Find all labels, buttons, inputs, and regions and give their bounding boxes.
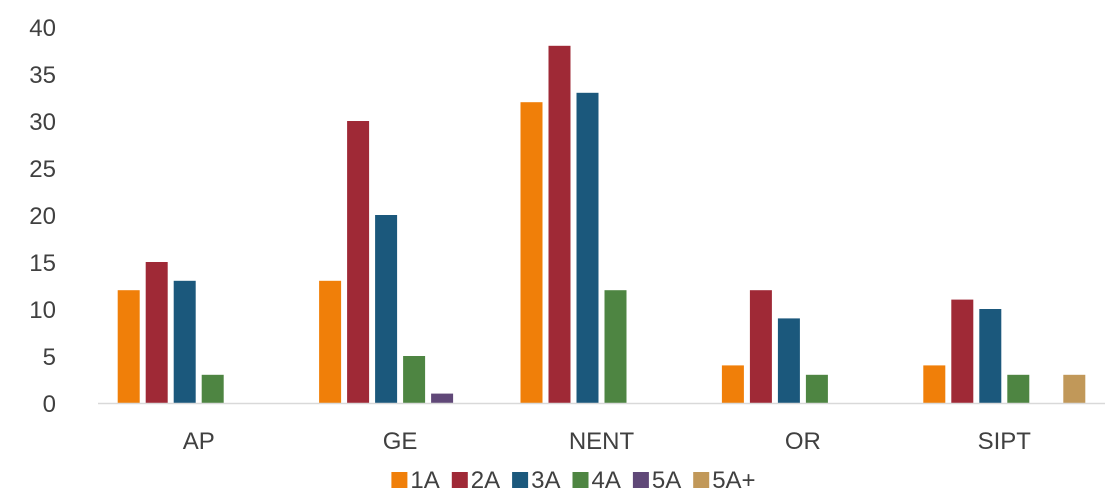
legend-label: 5A+ bbox=[712, 467, 755, 494]
x-axis-ticks: AP GE NENT OR SIPT bbox=[183, 428, 1032, 455]
legend-label: 3A bbox=[531, 467, 560, 494]
legend-swatch bbox=[512, 472, 529, 488]
bar-or-3a bbox=[777, 318, 800, 403]
y-tick-label: 40 bbox=[29, 15, 56, 42]
y-tick-label: 15 bbox=[29, 250, 56, 277]
bar-sipt-3a bbox=[979, 309, 1002, 403]
x-tick-label: OR bbox=[785, 428, 821, 455]
legend-item-4a: 4A bbox=[572, 467, 621, 494]
bar-nent-3a bbox=[576, 92, 599, 404]
bar-sipt-4a bbox=[1007, 374, 1030, 403]
bars bbox=[117, 45, 1086, 404]
bar-ge-1a bbox=[319, 280, 342, 403]
bar-or-2a bbox=[749, 290, 772, 403]
y-tick-label: 35 bbox=[29, 62, 56, 89]
bar-ge-4a bbox=[403, 356, 426, 403]
legend-swatch bbox=[451, 472, 468, 488]
legend-label: 1A bbox=[410, 467, 439, 494]
bar-nent-1a bbox=[520, 102, 543, 403]
x-tick-label: SIPT bbox=[978, 428, 1032, 455]
legend-swatch bbox=[693, 472, 710, 488]
bar-ap-1a bbox=[117, 290, 140, 403]
y-tick-label: 20 bbox=[29, 203, 56, 230]
bar-ap-4a bbox=[201, 374, 224, 403]
y-tick-label: 30 bbox=[29, 109, 56, 136]
bar-sipt-2a bbox=[951, 299, 974, 403]
y-tick-label: 25 bbox=[29, 156, 56, 183]
bar-ge-3a bbox=[375, 215, 398, 403]
legend-label: 5A bbox=[652, 467, 681, 494]
bar-sipt-5aplus bbox=[1063, 374, 1086, 403]
legend-label: 4A bbox=[592, 467, 621, 494]
y-tick-label: 10 bbox=[29, 297, 56, 324]
bar-ap-2a bbox=[145, 262, 168, 403]
y-axis-ticks: 0 5 10 15 20 25 30 35 40 bbox=[29, 15, 56, 418]
legend-swatch bbox=[391, 472, 408, 488]
y-tick-label: 0 bbox=[43, 391, 56, 418]
bar-sipt-1a bbox=[923, 365, 946, 403]
bar-ap-3a bbox=[173, 280, 196, 403]
bar-or-1a bbox=[721, 365, 744, 403]
legend-item-3a: 3A bbox=[512, 467, 560, 494]
y-tick-label: 5 bbox=[43, 344, 56, 371]
legend-item-5aplus: 5A+ bbox=[693, 467, 756, 494]
bar-ge-2a bbox=[347, 121, 370, 403]
legend-swatch bbox=[632, 472, 649, 488]
bar-nent-2a bbox=[548, 45, 571, 404]
x-tick-label: NENT bbox=[569, 428, 635, 455]
legend-item-5a: 5A bbox=[632, 467, 681, 494]
bar-or-4a bbox=[805, 374, 828, 403]
x-tick-label: GE bbox=[383, 428, 418, 455]
legend: 1A 2A 3A 4A 5A 5A+ bbox=[391, 467, 756, 494]
bar-ge-5a bbox=[431, 393, 454, 403]
legend-label: 2A bbox=[471, 467, 500, 494]
legend-item-1a: 1A bbox=[391, 467, 440, 494]
x-tick-label: AP bbox=[183, 428, 215, 455]
legend-item-2a: 2A bbox=[451, 467, 500, 494]
legend-swatch bbox=[572, 472, 589, 488]
bar-nent-4a bbox=[604, 290, 627, 403]
